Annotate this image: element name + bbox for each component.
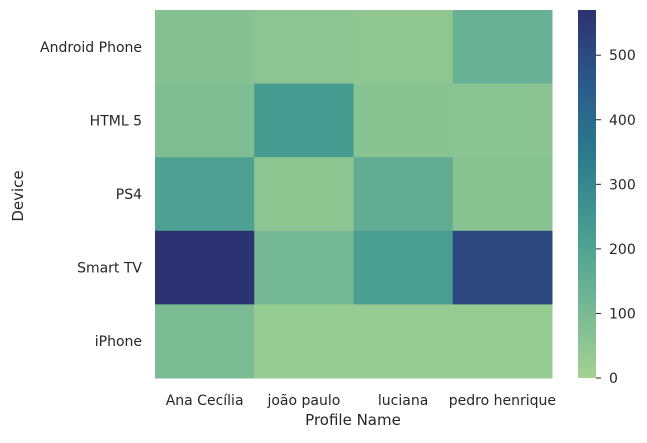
x-tick-labels: Ana Cecília joão paulo luciana pedro henriq…	[166, 393, 556, 409]
colorbar-tick-label: 0	[609, 371, 618, 387]
colorbar: 0 100 200 300 400 500	[578, 10, 636, 387]
heatmap-cell	[155, 10, 255, 85]
heatmap-cell	[452, 304, 553, 379]
heatmap-cells	[155, 10, 553, 379]
heatmap-cell	[254, 10, 354, 85]
heatmap-cell	[452, 10, 553, 85]
heatmap-cell	[155, 304, 255, 379]
colorbar-tick-label: 300	[609, 177, 636, 193]
heatmap-cell	[353, 10, 454, 85]
heatmap-cell	[254, 157, 354, 232]
colorbar-tick-label: 500	[609, 48, 636, 64]
y-tick-label: PS4	[116, 187, 142, 203]
heatmap-cell	[254, 304, 354, 379]
y-tick-label: iPhone	[95, 334, 142, 350]
heatmap-cell	[155, 230, 255, 305]
x-tick-label: joão paulo	[266, 393, 340, 409]
colorbar-tick-label: 200	[609, 242, 636, 258]
y-tick-label: Smart TV	[77, 261, 142, 277]
heatmap-cell	[353, 304, 454, 379]
heatmap-cell	[353, 230, 454, 305]
colorbar-tick-label: 100	[609, 306, 636, 322]
heatmap-cell	[155, 83, 255, 158]
y-tick-labels: Android Phone HTML 5 PS4 Smart TV iPhone	[40, 40, 142, 350]
colorbar-ticks: 0 100 200 300 400 500	[596, 48, 636, 387]
heatmap-cell	[353, 157, 454, 232]
y-axis-label: Device	[9, 170, 27, 221]
colorbar-tick-label: 400	[609, 113, 636, 129]
y-tick-label: HTML 5	[90, 113, 142, 129]
y-tick-label: Android Phone	[40, 40, 142, 56]
x-tick-label: Ana Cecília	[166, 393, 244, 409]
heatmap-cell	[155, 157, 255, 232]
x-tick-label: luciana	[378, 393, 428, 409]
heatmap-cell	[254, 230, 354, 305]
colorbar-gradient	[578, 10, 596, 378]
x-axis-label: Profile Name	[305, 411, 401, 429]
heatmap-cell	[254, 83, 354, 158]
heatmap-cell	[452, 83, 553, 158]
heatmap-cell	[452, 230, 553, 305]
heatmap-cell	[452, 157, 553, 232]
x-tick-label: pedro henrique	[449, 393, 556, 409]
heatmap-cell	[353, 83, 454, 158]
